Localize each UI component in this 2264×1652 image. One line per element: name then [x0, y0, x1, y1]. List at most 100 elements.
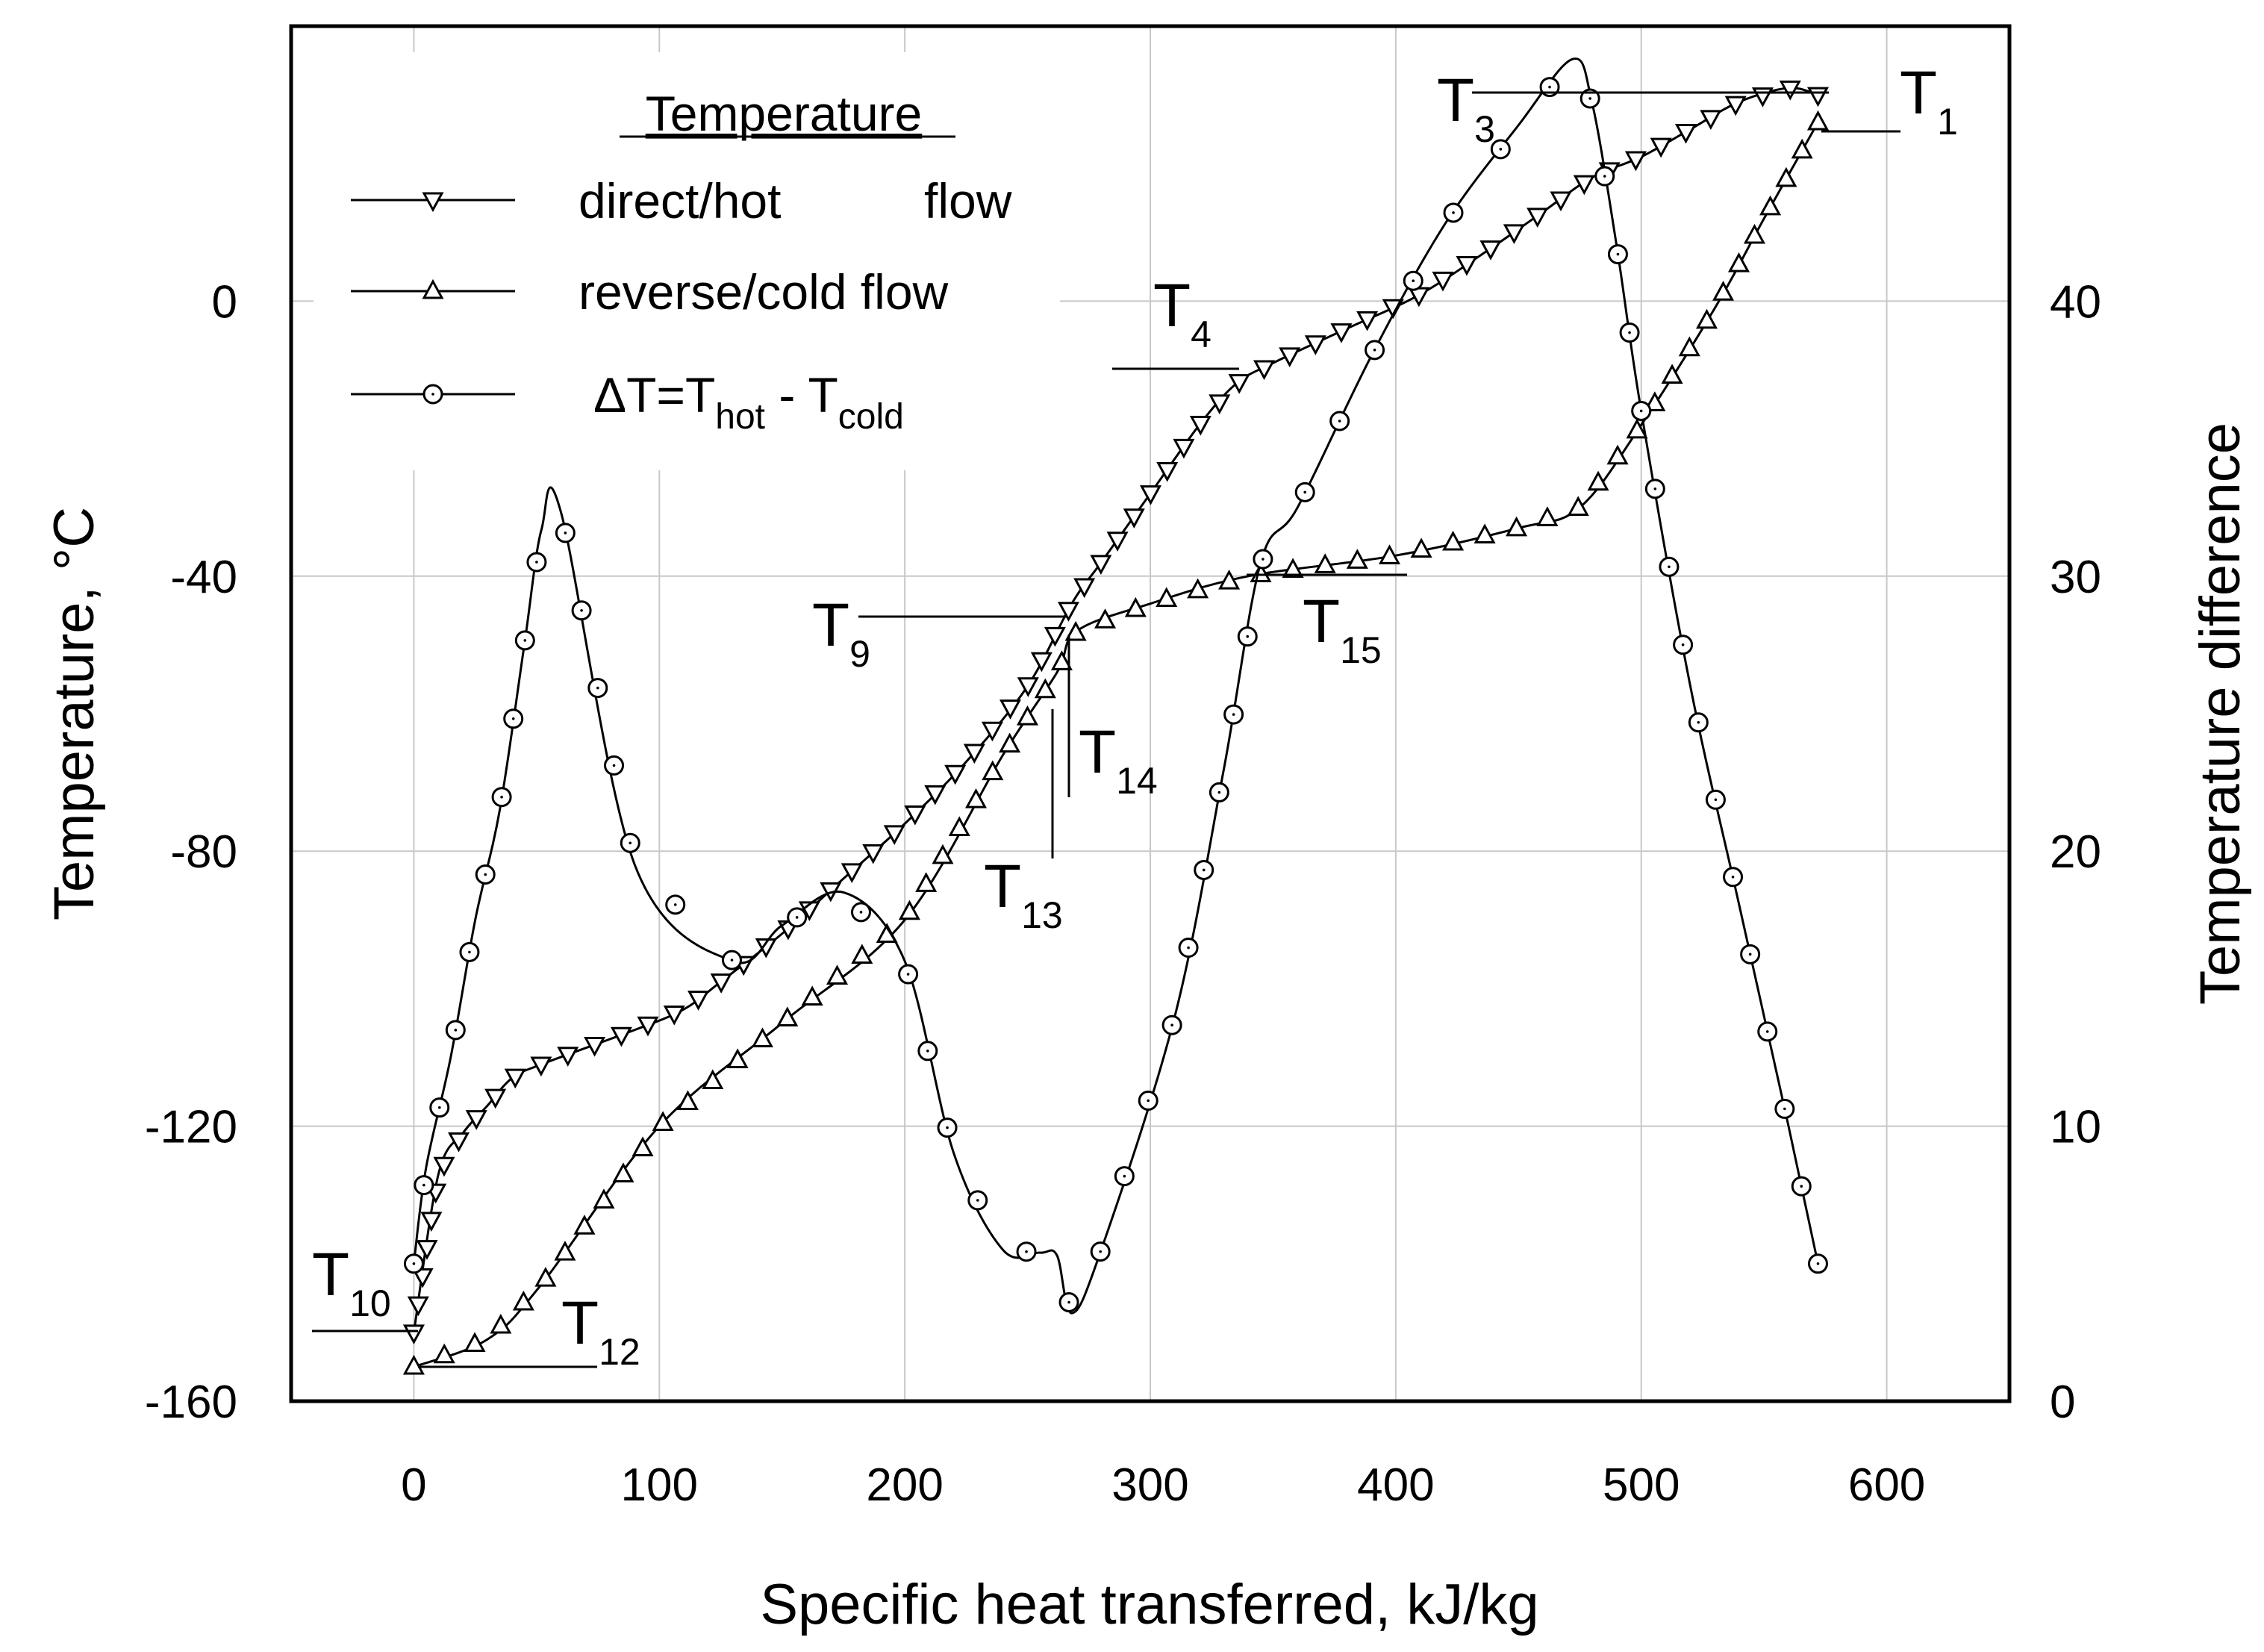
legend-marker	[422, 192, 444, 213]
annotation-text: T15	[1303, 587, 1382, 671]
x-tick-label: 300	[1111, 1459, 1188, 1511]
data-point-center	[906, 973, 910, 976]
data-point-center	[596, 686, 599, 690]
data-point	[1779, 80, 1801, 101]
data-point	[1775, 166, 1797, 187]
data-point-center	[1748, 953, 1752, 956]
data-point-center	[859, 911, 863, 914]
data-point	[1506, 516, 1528, 537]
data-point-center	[500, 795, 503, 799]
data-point-center	[523, 639, 527, 642]
y2-tick-label: 0	[2050, 1377, 2075, 1428]
data-point-center	[1628, 331, 1631, 334]
data-point	[883, 825, 905, 845]
annotation-label: T14	[1067, 635, 1158, 802]
data-point-center	[1412, 279, 1415, 283]
annotation-label: T4	[1112, 272, 1239, 370]
annotation-subscript: 14	[1116, 760, 1158, 802]
data-point	[1378, 544, 1401, 564]
data-point	[1050, 650, 1073, 670]
data-point-center	[1816, 1262, 1820, 1265]
data-point-center	[1373, 349, 1376, 352]
x-tick-label: 500	[1603, 1459, 1680, 1511]
data-point-center	[1731, 876, 1735, 879]
data-point	[612, 1162, 634, 1182]
annotation-subscript: 3	[1474, 108, 1495, 150]
data-point	[676, 1090, 699, 1111]
data-point-center	[468, 950, 471, 954]
data-point	[981, 721, 1003, 742]
data-point	[402, 1354, 425, 1375]
data-point	[484, 1088, 507, 1109]
annotation-subscript: 12	[599, 1331, 640, 1373]
data-point-center	[1681, 643, 1685, 646]
data-point-center	[1668, 565, 1671, 569]
data-point	[898, 900, 920, 920]
data-point	[1727, 252, 1750, 272]
data-point-center	[673, 903, 677, 906]
data-point-center	[1303, 490, 1307, 494]
data-point	[1650, 137, 1672, 158]
legend-label: direct/hot	[579, 173, 781, 228]
legend-marker-center	[431, 393, 434, 396]
x-tick-label: 200	[866, 1459, 943, 1511]
series-layer	[402, 57, 1830, 1375]
data-point	[1442, 530, 1465, 551]
data-point	[447, 1132, 470, 1153]
x-tick-label: 100	[621, 1459, 698, 1511]
data-point	[557, 1047, 579, 1067]
y-axis-label: Temperature, °C	[43, 507, 106, 920]
legend-title: Temperature	[646, 86, 923, 141]
data-point	[948, 816, 970, 837]
data-point	[1806, 110, 1830, 131]
data-point	[1279, 347, 1301, 368]
data-point	[1314, 553, 1336, 573]
data-point	[433, 1156, 455, 1177]
data-point	[1700, 110, 1722, 130]
data-point	[862, 844, 885, 864]
data-point	[1479, 240, 1502, 261]
data-point-center	[511, 717, 515, 720]
data-point	[1751, 87, 1774, 107]
data-point	[512, 1290, 534, 1311]
plot-frame	[289, 24, 2012, 1403]
legend-marker	[422, 278, 444, 299]
data-point-center	[1452, 211, 1455, 214]
data-point	[915, 872, 938, 892]
data-point	[1106, 532, 1129, 552]
data-point-center	[1697, 720, 1700, 724]
data-point	[1094, 608, 1117, 629]
annotation-subscript: 15	[1340, 629, 1382, 671]
data-point-center	[976, 1199, 979, 1202]
legend-label-part: ΔT=T	[593, 367, 715, 423]
data-point	[1695, 308, 1718, 329]
data-point	[702, 1069, 724, 1090]
annotation-label: T13	[984, 709, 1063, 936]
data-point	[464, 1332, 486, 1352]
annotation-text: T12	[561, 1289, 640, 1373]
data-point	[1304, 335, 1326, 355]
data-point	[1218, 569, 1241, 590]
data-point-center	[1099, 1250, 1102, 1253]
y-tick-label: -120	[145, 1102, 237, 1153]
data-point-center	[1123, 1174, 1126, 1178]
data-point-center	[535, 561, 538, 564]
data-point	[726, 1048, 749, 1069]
data-point-center	[926, 1050, 929, 1053]
data-point	[801, 985, 823, 1006]
data-point-center	[1262, 558, 1264, 561]
x-tick-label: 400	[1357, 1459, 1434, 1511]
data-point-center	[1147, 1099, 1150, 1103]
data-point	[1536, 506, 1559, 526]
data-point	[652, 1111, 674, 1132]
data-point	[1567, 496, 1589, 516]
annotation-subscript: 1	[1937, 101, 1958, 143]
data-point	[1626, 418, 1648, 439]
data-point	[663, 1005, 685, 1026]
data-point	[924, 785, 947, 805]
data-point-center	[1338, 420, 1341, 423]
data-point-center	[1067, 1300, 1070, 1304]
data-point	[1124, 596, 1147, 617]
legend-entry: direct/hot flow	[351, 173, 1012, 228]
data-point	[420, 1212, 443, 1232]
